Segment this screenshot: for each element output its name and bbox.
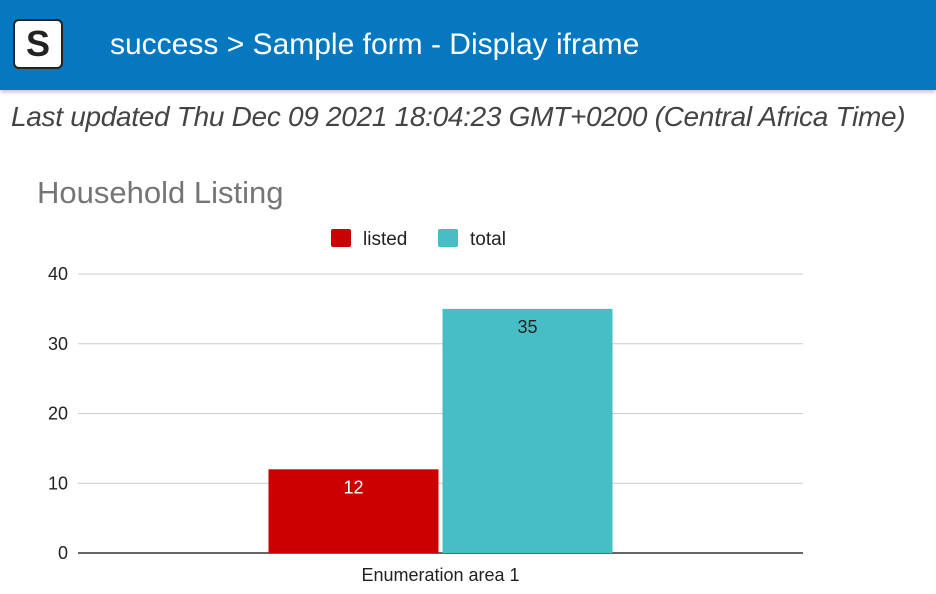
chart-container: Household Listing 0 10 20 30 40 12 35 Enumerati…	[8, 150, 936, 594]
data-label-listed: 12	[343, 477, 363, 497]
y-tick-label: 40	[48, 264, 68, 284]
y-tick-label: 0	[58, 543, 68, 563]
last-updated-text: Last updated Thu Dec 09 2021 18:04:23 GM…	[11, 101, 906, 132]
app-header: S success > Sample form - Display iframe	[0, 0, 936, 90]
y-tick-label: 20	[48, 404, 68, 424]
y-tick-label: 10	[48, 473, 68, 493]
chart-title: Household Listing	[37, 175, 284, 210]
data-label-total: 35	[517, 317, 537, 337]
y-tick-label: 30	[48, 334, 68, 354]
bar-listed[interactable]	[268, 469, 439, 553]
bar-chart: 0 10 20 30 40 12 35 Enumeration area 1 listed tot…	[48, 229, 803, 585]
legend-swatch-total[interactable]	[438, 229, 458, 247]
legend-swatch-listed[interactable]	[331, 229, 351, 247]
x-tick-label: Enumeration area 1	[361, 565, 519, 585]
page-title: success > Sample form - Display iframe	[110, 28, 640, 61]
legend-label-total[interactable]: total	[470, 229, 506, 250]
app-logo[interactable]: S	[13, 19, 63, 69]
bar-total[interactable]	[442, 308, 613, 553]
legend-label-listed[interactable]: listed	[363, 229, 407, 250]
